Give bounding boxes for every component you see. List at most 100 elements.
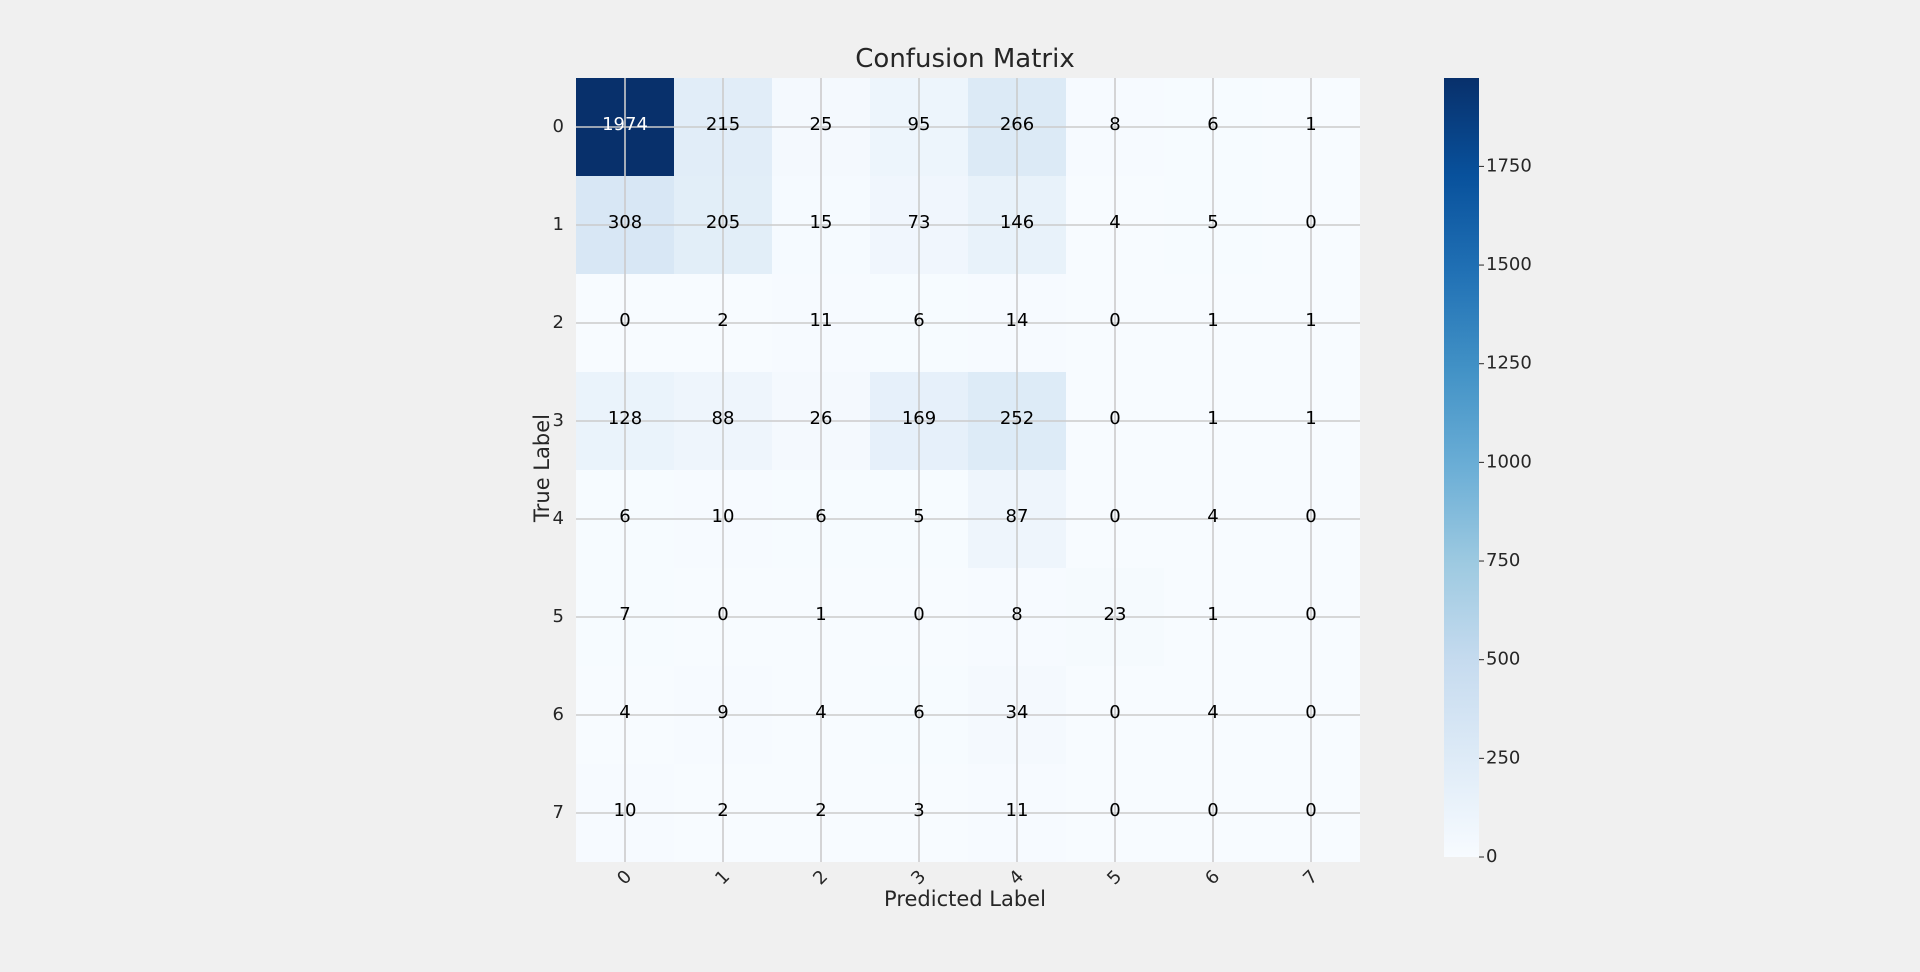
cell-value: 0	[1305, 506, 1316, 527]
cell-value: 1	[815, 604, 826, 625]
cell-value: 15	[810, 212, 833, 233]
cell-value: 95	[908, 114, 931, 135]
chart-title: Confusion Matrix	[855, 44, 1074, 74]
colorbar-tick-label: 500	[1486, 649, 1520, 670]
x-tick-labels: 0 1 2 3 4 5 6 7	[613, 866, 1322, 889]
cell-value: 6	[913, 702, 924, 723]
cell-value: 205	[706, 212, 740, 233]
y-tick-label: 1	[553, 214, 564, 235]
cell-value: 1	[1305, 310, 1316, 331]
cell-value: 0	[717, 604, 728, 625]
cell-value: 8	[1109, 114, 1120, 135]
x-tick-label: 2	[809, 866, 832, 889]
y-tick-label: 7	[553, 802, 564, 823]
x-axis-label: Predicted Label	[884, 887, 1046, 911]
cell-value: 5	[913, 506, 924, 527]
cell-value: 4	[1207, 506, 1218, 527]
cell-value: 0	[1109, 310, 1120, 331]
colorbar-tick-label: 750	[1486, 550, 1520, 571]
gridlines	[576, 78, 1360, 862]
x-tick-label: 6	[1201, 866, 1224, 889]
cell-value: 0	[1109, 506, 1120, 527]
colorbar-tick-labels: 0 250 500 750 1000 1250 1500 1750	[1479, 155, 1532, 867]
cell-value: 0	[1305, 800, 1316, 821]
cell-value: 11	[810, 310, 833, 331]
x-tick-label: 4	[1005, 866, 1028, 889]
cell-value: 2	[815, 800, 826, 821]
cell-value: 4	[1109, 212, 1120, 233]
cell-value: 4	[1207, 702, 1218, 723]
cell-value: 6	[1207, 114, 1218, 135]
cell-value: 308	[608, 212, 642, 233]
cell-value: 0	[1109, 702, 1120, 723]
y-tick-label: 5	[553, 606, 564, 627]
cell-value: 1	[1305, 408, 1316, 429]
cell-value: 10	[614, 800, 637, 821]
cell-value: 73	[908, 212, 931, 233]
x-tick-label: 3	[907, 866, 930, 889]
cell-value: 34	[1006, 702, 1029, 723]
x-tick-label: 7	[1299, 866, 1322, 889]
y-tick-label: 3	[553, 410, 564, 431]
colorbar-tick-label: 1750	[1486, 155, 1532, 176]
cell-value: 0	[913, 604, 924, 625]
cell-value: 6	[815, 506, 826, 527]
cell-value: 266	[1000, 114, 1034, 135]
cell-value: 88	[712, 408, 735, 429]
cell-value: 6	[619, 506, 630, 527]
cell-value: 2	[717, 310, 728, 331]
heatmap-cells	[576, 78, 1360, 862]
cell-value: 4	[619, 702, 630, 723]
cell-value: 23	[1104, 604, 1127, 625]
cell-value: 0	[1305, 604, 1316, 625]
cell-value: 1	[1207, 604, 1218, 625]
x-tick-label: 1	[711, 866, 734, 889]
cell-value: 128	[608, 408, 642, 429]
cell-value: 5	[1207, 212, 1218, 233]
cell-value: 169	[902, 408, 936, 429]
cell-value: 146	[1000, 212, 1034, 233]
cell-value: 11	[1006, 800, 1029, 821]
cell-value: 6	[913, 310, 924, 331]
y-tick-label: 0	[553, 116, 564, 137]
colorbar-tick-label: 0	[1486, 846, 1497, 867]
cell-value: 2	[717, 800, 728, 821]
colorbar-tick-label: 1000	[1486, 451, 1532, 472]
cell-value: 0	[1207, 800, 1218, 821]
colorbar-tick-label: 1500	[1486, 254, 1532, 275]
cell-value: 7	[619, 604, 630, 625]
cell-value: 0	[1305, 702, 1316, 723]
cell-value: 0	[1109, 408, 1120, 429]
x-tick-label: 0	[613, 866, 636, 889]
y-tick-label: 6	[553, 704, 564, 725]
y-tick-label: 4	[553, 508, 564, 529]
cell-value: 0	[1109, 800, 1120, 821]
cell-value: 9	[717, 702, 728, 723]
cell-value: 10	[712, 506, 735, 527]
cell-value: 26	[810, 408, 833, 429]
cell-value: 0	[619, 310, 630, 331]
cell-value: 1974	[602, 114, 648, 135]
cell-value: 1	[1207, 408, 1218, 429]
colorbar	[1444, 78, 1479, 857]
cell-value: 252	[1000, 408, 1034, 429]
cell-value: 4	[815, 702, 826, 723]
cell-value: 25	[810, 114, 833, 135]
cell-value: 3	[913, 800, 924, 821]
cell-value: 14	[1006, 310, 1029, 331]
x-tick-label: 5	[1103, 866, 1126, 889]
colorbar-tick-label: 1250	[1486, 353, 1532, 374]
cell-value: 0	[1305, 212, 1316, 233]
cell-value: 87	[1006, 506, 1029, 527]
cell-value: 8	[1011, 604, 1022, 625]
cell-value: 1	[1207, 310, 1218, 331]
y-tick-label: 2	[553, 312, 564, 333]
y-tick-labels: 0 1 2 3 4 5 6 7	[553, 116, 564, 823]
y-axis-label: True Label	[530, 414, 554, 523]
cell-value: 1	[1305, 114, 1316, 135]
cell-value: 215	[706, 114, 740, 135]
colorbar-tick-label: 250	[1486, 747, 1520, 768]
